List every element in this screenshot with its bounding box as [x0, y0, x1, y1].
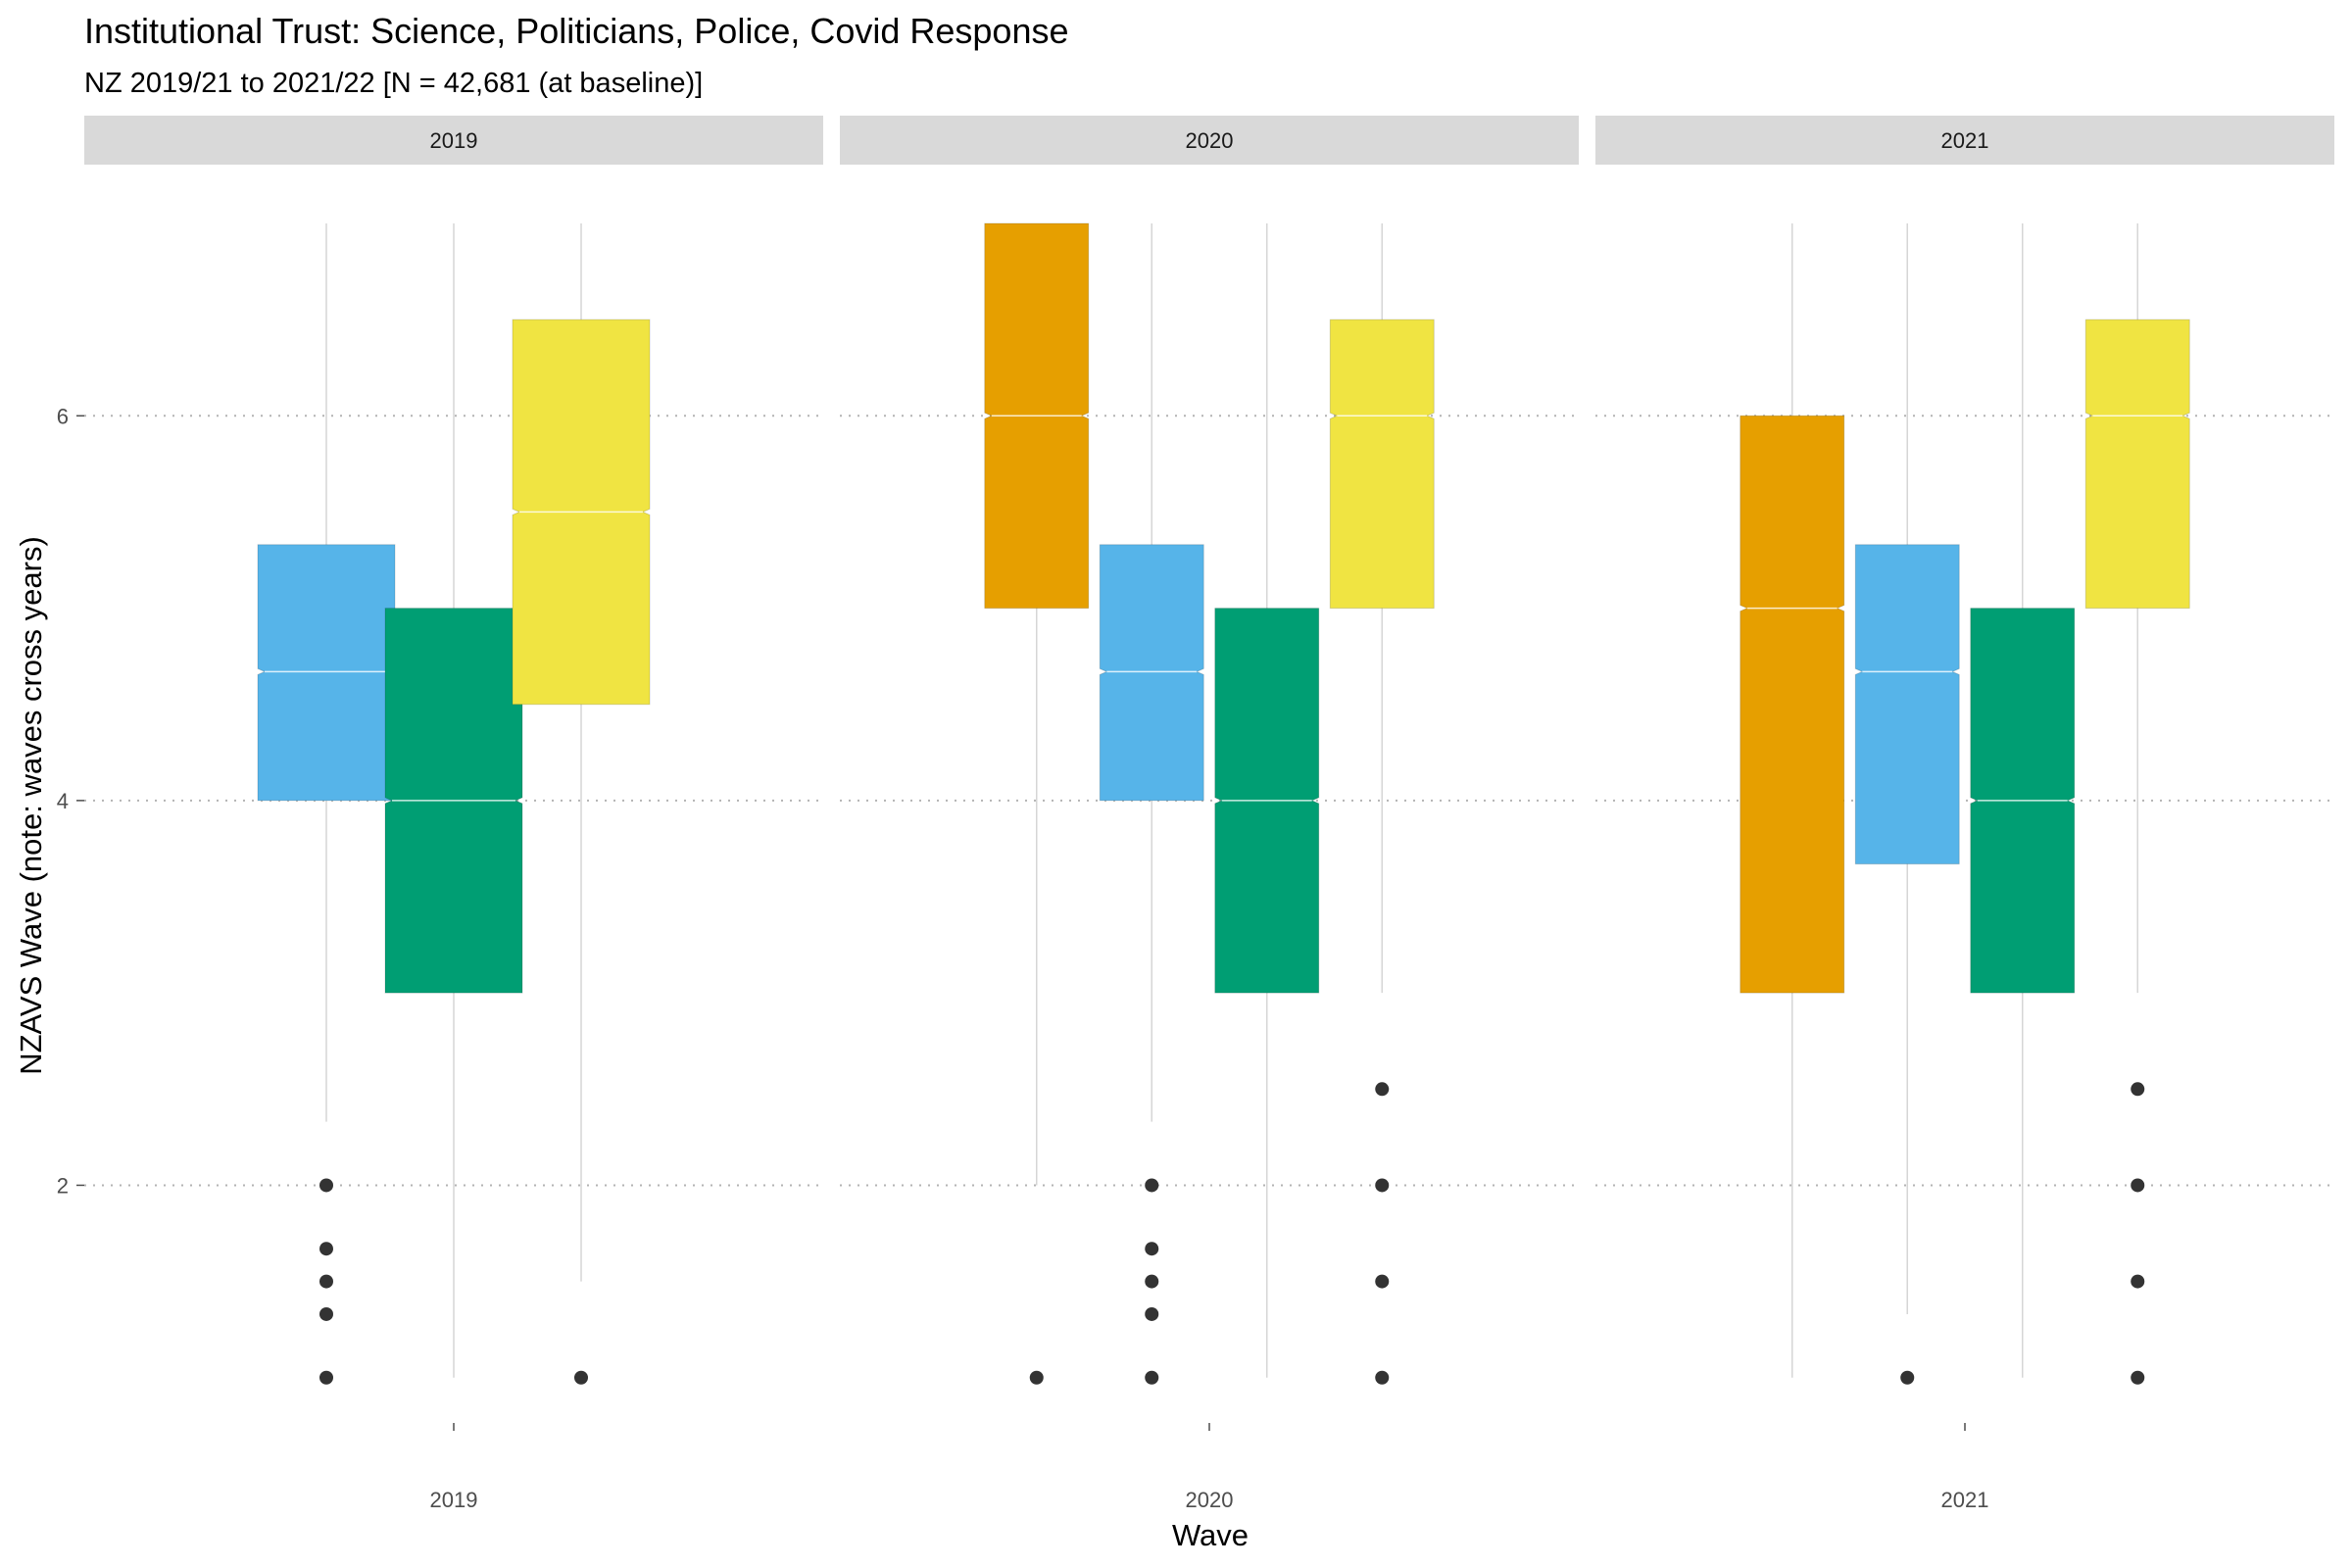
outlier-point [574, 1370, 588, 1385]
facet-panel-2020: 2020 2020 [840, 116, 1579, 1512]
box-series-2 [384, 223, 523, 1378]
outlier-point [1145, 1306, 1159, 1321]
box-body [1099, 544, 1204, 802]
box-series-3 [512, 223, 651, 1385]
facet-panel-2021: 2021 2021 [1595, 116, 2334, 1512]
box-series-3 [1329, 223, 1435, 1385]
outlier-point [1145, 1242, 1159, 1256]
outlier-point [319, 1274, 333, 1289]
outlier-point [2131, 1082, 2145, 1097]
outlier-point [2131, 1274, 2145, 1289]
outlier-point [1145, 1274, 1159, 1289]
outlier-point [319, 1242, 333, 1256]
x-axis-title: Wave [1172, 1518, 1249, 1552]
x-tick-label: 2021 [1941, 1488, 1989, 1512]
box-series-0 [1740, 223, 1845, 1378]
box-body [1854, 544, 1960, 865]
facet-strip [1595, 116, 2334, 165]
outlier-point [1145, 1178, 1159, 1193]
x-tick-label: 2019 [430, 1488, 478, 1512]
box-series-0 [984, 222, 1090, 1385]
y-tick-label: 6 [57, 404, 69, 428]
outlier-point [319, 1370, 333, 1385]
facet-strip-label: 2020 [1186, 128, 1234, 153]
box-series-3 [2084, 223, 2190, 1385]
box-body [1740, 415, 1845, 994]
box-series-2 [1214, 223, 1320, 1378]
box-series-1 [257, 223, 396, 1385]
box-body [1329, 318, 1435, 610]
facet-panel-2019: 2019 2019 [84, 116, 823, 1512]
plot-area: 2 4 6 2019 2019 2020 2020 2021 2021 [57, 116, 2334, 1512]
facet-strip [84, 116, 823, 165]
outlier-point [319, 1306, 333, 1321]
chart-title: Institutional Trust: Science, Politician… [84, 11, 1068, 51]
outlier-point [1375, 1274, 1390, 1289]
outlier-point [1375, 1178, 1390, 1193]
box-body [2084, 318, 2190, 610]
x-tick-label: 2020 [1186, 1488, 1234, 1512]
y-tick-label: 4 [57, 789, 69, 813]
outlier-point [1029, 1370, 1044, 1385]
y-axis-title: NZAVS Wave (note: waves cross years) [14, 536, 48, 1075]
outlier-point [319, 1178, 333, 1193]
facet-strip-label: 2021 [1941, 128, 1989, 153]
facet-strip [840, 116, 1579, 165]
outlier-point [1375, 1082, 1390, 1097]
box-series-1 [1854, 223, 1960, 1385]
y-tick-label: 2 [57, 1173, 69, 1198]
box-series-2 [1970, 223, 2076, 1378]
chart-subtitle: NZ 2019/21 to 2021/22 [N = 42,681 (at ba… [84, 68, 703, 99]
outlier-point [1900, 1370, 1915, 1385]
outlier-point [2131, 1370, 2145, 1385]
outlier-point [1145, 1370, 1159, 1385]
box-series-1 [1099, 223, 1204, 1385]
facet-strip-label: 2019 [430, 128, 478, 153]
box-body [257, 544, 396, 802]
outlier-point [2131, 1178, 2145, 1193]
outlier-point [1375, 1370, 1390, 1385]
